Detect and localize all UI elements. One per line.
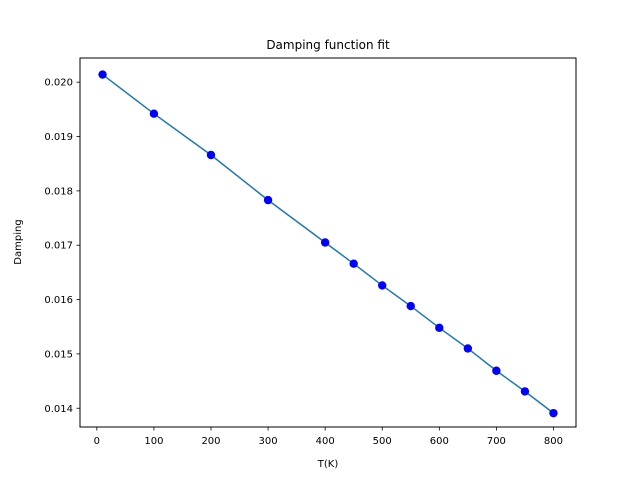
chart-title: Damping function fit [266, 38, 390, 52]
x-tick-label: 400 [316, 436, 335, 447]
y-tick-label: 0.019 [44, 132, 73, 143]
data-point [520, 387, 530, 396]
data-point [149, 109, 159, 118]
y-tick-label: 0.014 [44, 404, 73, 415]
x-tick-label: 100 [144, 436, 163, 447]
x-tick-label: 700 [487, 436, 506, 447]
data-point [406, 301, 415, 311]
data-point [378, 281, 387, 290]
x-axis-label: T(K) [317, 459, 339, 470]
data-point [492, 366, 501, 375]
data-point [98, 70, 107, 79]
x-axis-ticks: 0 100 200 300 400 500 600 700 800 [94, 427, 563, 447]
plot-area [98, 70, 558, 418]
y-tick-label: 0.016 [44, 295, 73, 306]
data-point [320, 238, 330, 247]
data-point [263, 195, 273, 205]
y-axis-ticks: 0.014 0.015 0.016 0.017 0.018 0.019 0.020 [44, 78, 80, 415]
y-tick-label: 0.015 [44, 349, 73, 360]
data-point [549, 408, 558, 418]
data-point [206, 150, 216, 160]
data-point [435, 323, 444, 333]
axes-frame [79, 57, 577, 428]
x-tick-label: 600 [430, 436, 449, 447]
x-tick-label: 500 [373, 436, 392, 447]
x-tick-label: 800 [544, 436, 563, 447]
x-tick-label: 0 [94, 436, 100, 447]
y-tick-label: 0.018 [44, 186, 73, 197]
x-tick-label: 300 [259, 436, 278, 447]
y-axis-label: Damping [13, 219, 24, 264]
data-point [349, 259, 358, 268]
y-tick-label: 0.020 [44, 78, 73, 89]
y-tick-label: 0.017 [44, 241, 73, 252]
x-tick-label: 200 [201, 436, 220, 447]
data-point [463, 344, 473, 353]
